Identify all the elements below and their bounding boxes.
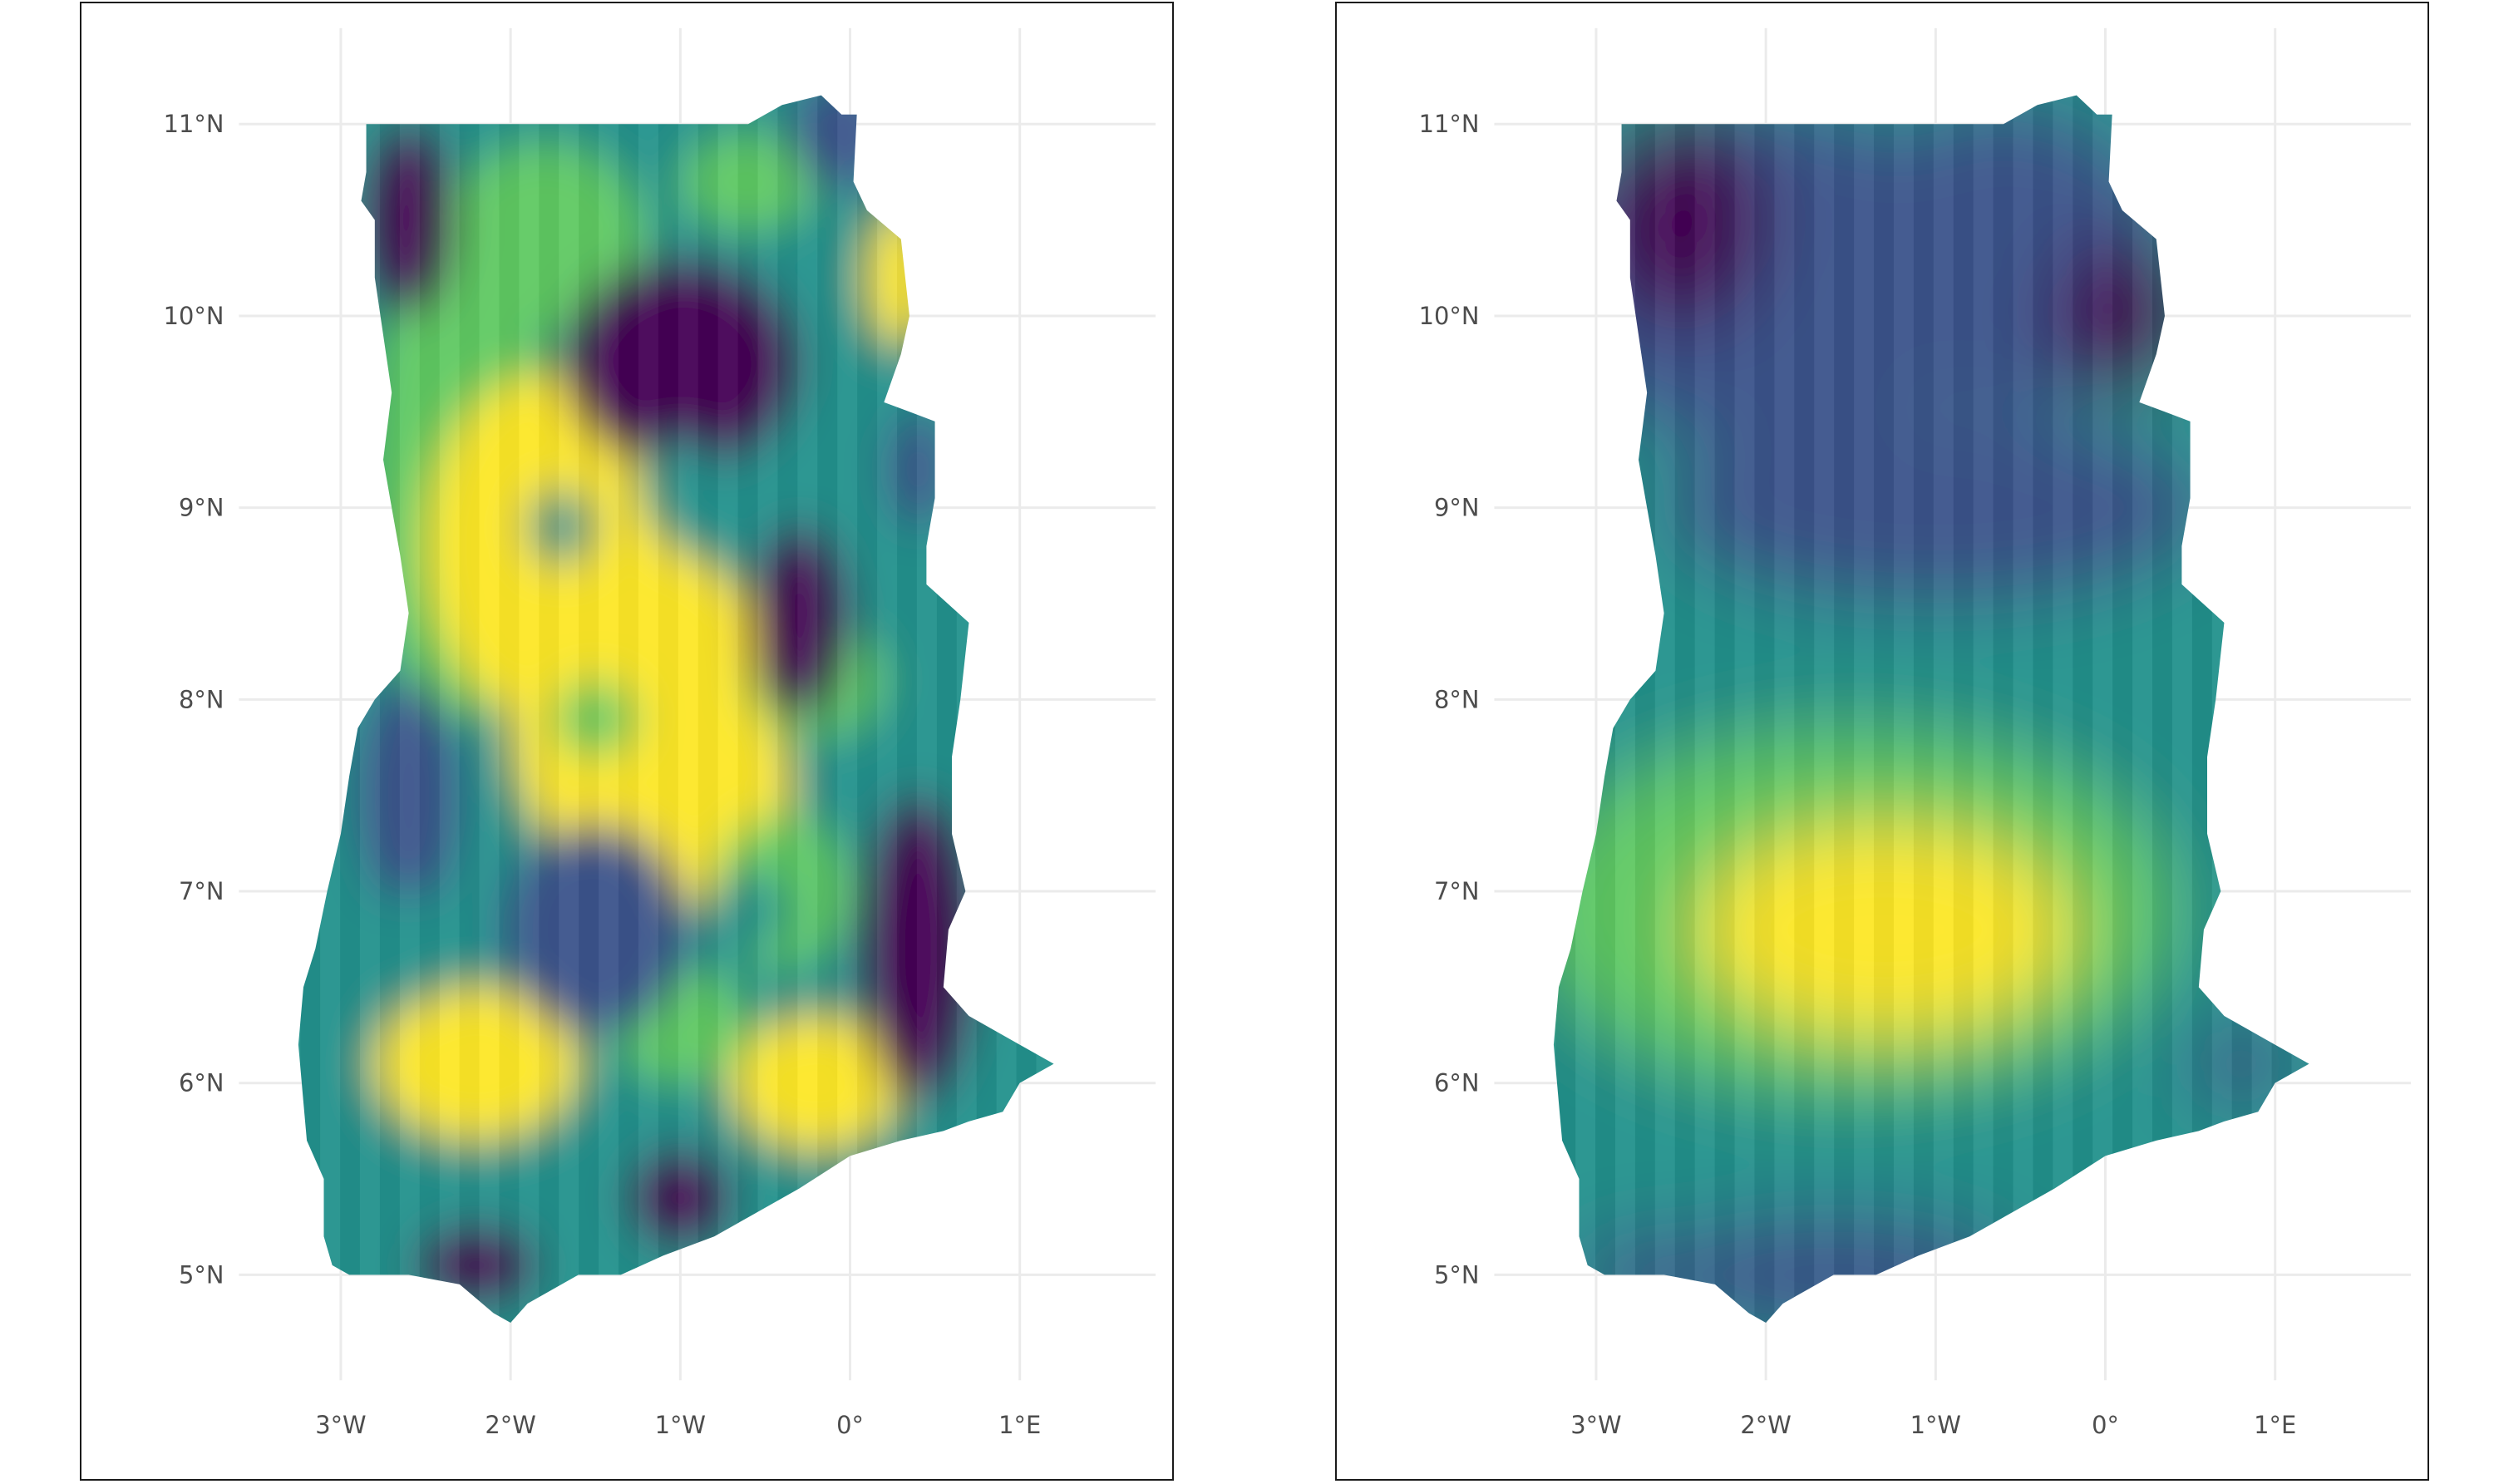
x-tick-label: 1°W (655, 1411, 706, 1439)
x-tick-label: 2°W (1740, 1411, 1791, 1439)
x-tick-label: 2°W (485, 1411, 535, 1439)
raster-surface (298, 95, 1054, 1324)
y-tick-label: 7°N (179, 877, 224, 905)
y-tick-label: 9°N (179, 494, 224, 522)
y-tick-label: 11°N (1419, 110, 1480, 138)
y-tick-label: 10°N (1419, 302, 1480, 330)
map-panel-left: 3°W 2°W 1°W 0° 1°E 5°N 6°N 7°N 8°N 9°N 10°N 11°N (80, 2, 1174, 1481)
y-tick-label: 9°N (1434, 494, 1479, 522)
y-tick-label: 6°N (1434, 1069, 1479, 1097)
raster-surface (1553, 95, 2309, 1324)
x-tick-label: 1°W (1910, 1411, 1961, 1439)
y-tick-label: 6°N (179, 1069, 224, 1097)
x-tick-label: 1°E (998, 1411, 1041, 1439)
map-plot-right: 3°W 2°W 1°W 0° 1°E 5°N 6°N 7°N 8°N 9°N 10°N 11°N (1419, 27, 2412, 1439)
map-plot-left: 3°W 2°W 1°W 0° 1°E 5°N 6°N 7°N 8°N 9°N 10°N 11°N (164, 27, 1156, 1439)
map-panel-right: 3°W 2°W 1°W 0° 1°E 5°N 6°N 7°N 8°N 9°N 10°N 11°N (1335, 2, 2429, 1481)
x-tick-label: 0° (2092, 1411, 2119, 1439)
y-tick-label: 8°N (1434, 685, 1479, 713)
y-tick-label: 5°N (179, 1260, 224, 1289)
x-tick-label: 1°E (2254, 1411, 2296, 1439)
y-tick-label: 7°N (1434, 877, 1479, 905)
x-tick-label: 0° (836, 1411, 864, 1439)
y-tick-label: 11°N (164, 110, 224, 138)
y-tick-label: 10°N (164, 302, 224, 330)
x-tick-label: 3°W (315, 1411, 366, 1439)
x-tick-label: 3°W (1570, 1411, 1621, 1439)
y-tick-label: 8°N (179, 685, 224, 713)
y-tick-label: 5°N (1434, 1260, 1479, 1289)
